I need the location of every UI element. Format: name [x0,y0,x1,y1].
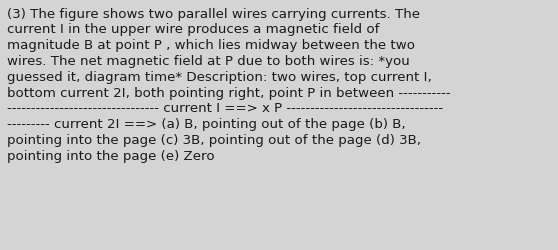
Text: (3) The figure shows two parallel wires carrying currents. The
current I in the : (3) The figure shows two parallel wires … [7,8,451,162]
